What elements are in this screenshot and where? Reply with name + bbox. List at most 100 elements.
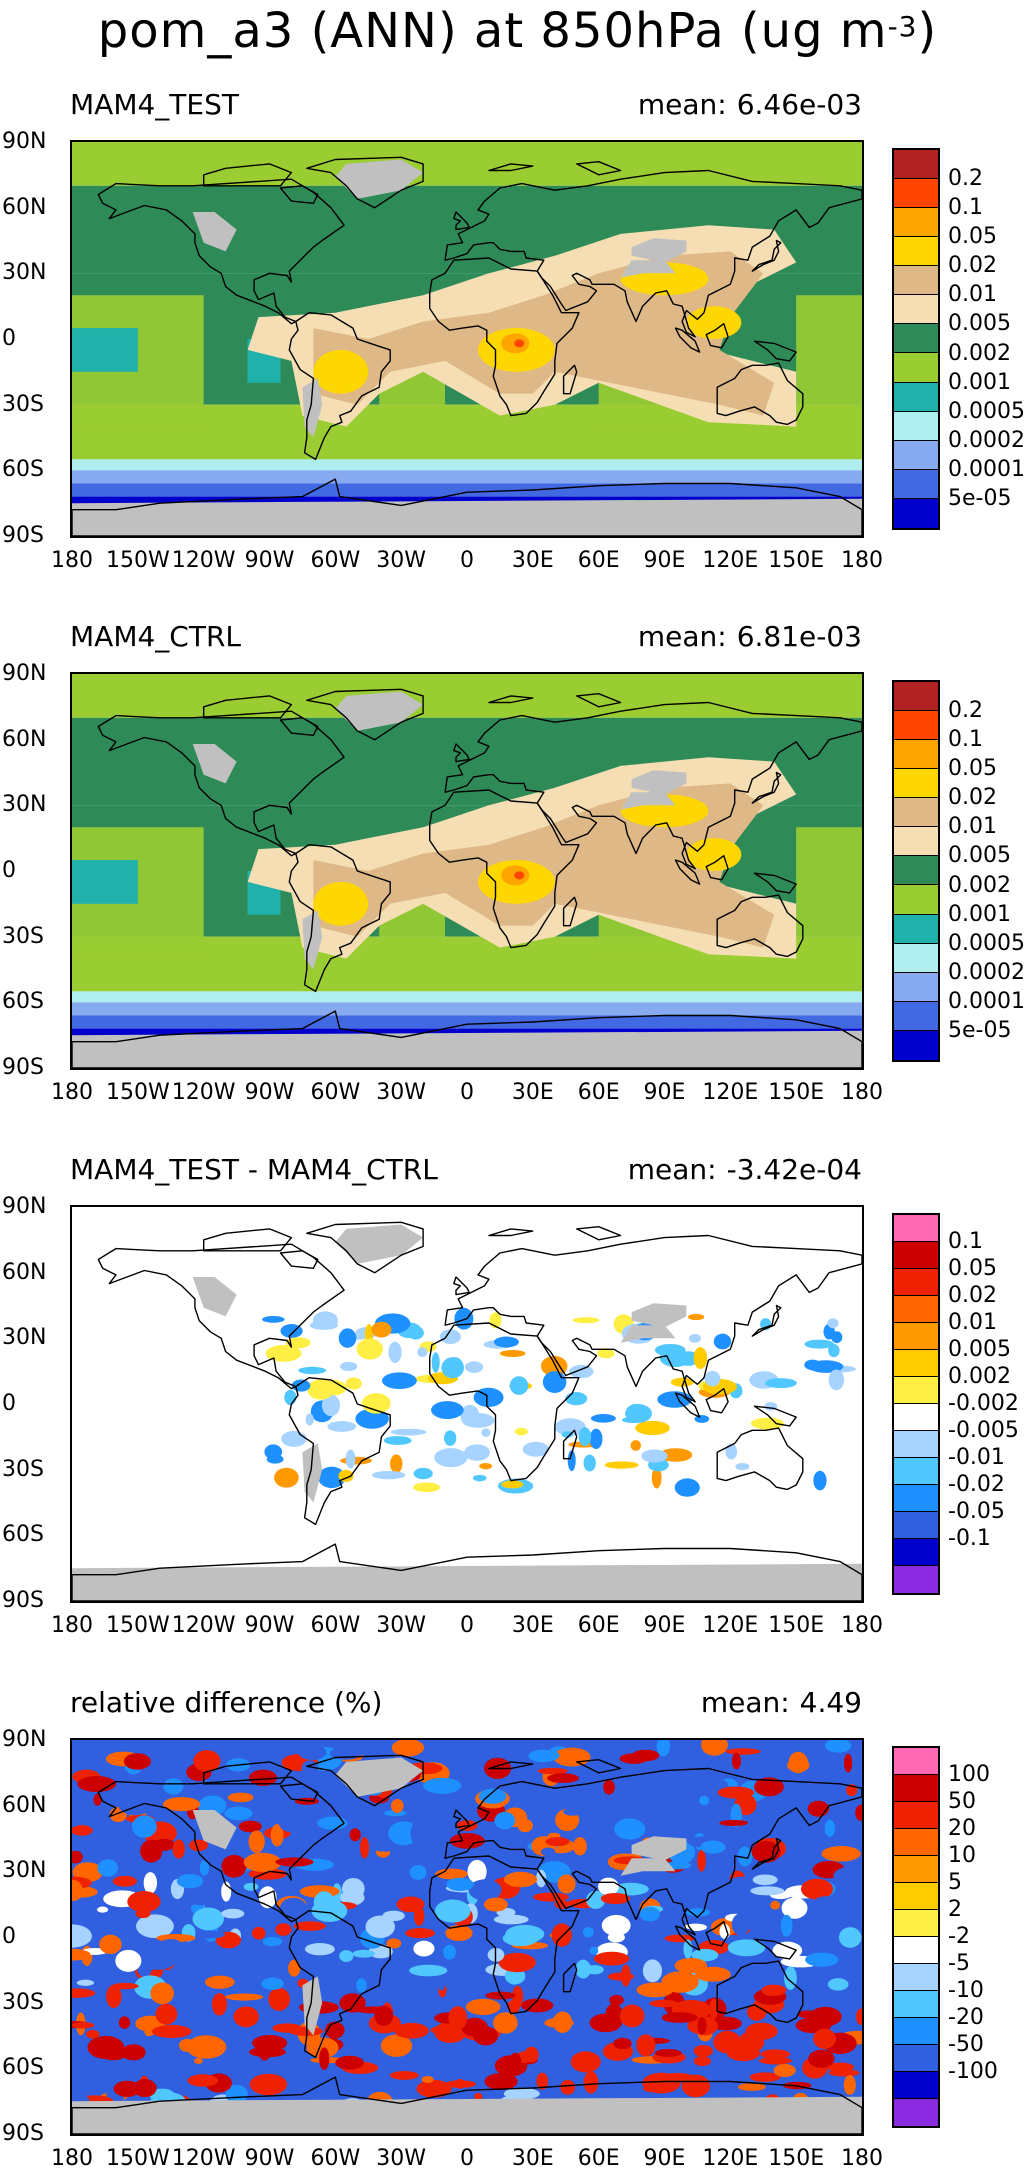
field-cell bbox=[442, 1944, 456, 1960]
field-hotspot bbox=[313, 349, 369, 394]
field-cell bbox=[685, 1822, 723, 1833]
field-cell bbox=[537, 1767, 568, 1775]
no-data-mask bbox=[192, 744, 237, 784]
lon-tick-label: 90W bbox=[244, 1613, 295, 1638]
field-anomaly bbox=[625, 1404, 652, 1423]
panel-title: MAM4_CTRL bbox=[70, 620, 241, 653]
field-cell bbox=[585, 1965, 604, 1975]
field-cell bbox=[824, 1740, 852, 1753]
coastline bbox=[97, 710, 345, 857]
lon-tick-label: 30W bbox=[376, 548, 427, 573]
field-anomaly bbox=[284, 1389, 297, 1406]
field-cell bbox=[72, 1948, 91, 1961]
mean-value: 4.49 bbox=[799, 1686, 862, 1719]
field-cell bbox=[150, 1982, 175, 2005]
lon-tick-label: 120W bbox=[171, 1613, 236, 1638]
field-cell bbox=[72, 1850, 83, 1864]
field-cell bbox=[194, 2057, 203, 2064]
field-cell bbox=[551, 1923, 572, 1947]
field-cell bbox=[89, 1925, 114, 1936]
lat-tick-label: 60S bbox=[2, 457, 44, 483]
colorbar-label: 0.001 bbox=[948, 369, 1011, 395]
colorbar-label: 0.2 bbox=[948, 698, 983, 724]
lon-tick-label: 150W bbox=[105, 1080, 170, 1105]
colorbar-swatch bbox=[894, 411, 938, 441]
colorbar-label: 100 bbox=[948, 1762, 990, 1787]
field-cell bbox=[192, 1907, 224, 1931]
coastline bbox=[72, 2076, 862, 2134]
field-cell bbox=[619, 2004, 645, 2028]
colorbar-swatch bbox=[894, 1431, 938, 1458]
field-anomaly bbox=[417, 1347, 428, 1358]
lat-tick-label: 0 bbox=[2, 1391, 16, 1416]
field-anomaly bbox=[345, 1377, 362, 1390]
field-cell bbox=[808, 2049, 835, 2068]
panel-mean: mean: 6.46e-03 bbox=[638, 88, 862, 122]
colorbar-swatch bbox=[894, 440, 938, 470]
field-cell bbox=[533, 1892, 569, 1902]
field-cell bbox=[750, 1886, 785, 1896]
field-cell bbox=[311, 1899, 348, 1922]
field-cell bbox=[503, 1871, 538, 1888]
field-cell bbox=[636, 1982, 674, 1998]
field-cell bbox=[199, 1860, 210, 1876]
field-cell bbox=[583, 1926, 594, 1938]
colorbar-swatch bbox=[894, 1485, 938, 1512]
field-cell bbox=[446, 1877, 474, 1891]
field-anomaly bbox=[413, 1482, 441, 1493]
field-ocean-region bbox=[796, 827, 862, 937]
colorbar-swatch bbox=[894, 1775, 938, 1802]
field-cell bbox=[160, 1938, 182, 1949]
field-cell bbox=[468, 1879, 502, 1901]
field-anomaly bbox=[704, 1370, 721, 1387]
coastline bbox=[202, 695, 293, 719]
coastline bbox=[453, 211, 470, 231]
field-cell bbox=[88, 1911, 106, 1919]
field-cell bbox=[662, 1813, 677, 1829]
field-cell bbox=[360, 1836, 370, 1859]
field-ocean-region bbox=[796, 295, 862, 405]
coastline bbox=[488, 1228, 534, 1237]
mean-value: 6.81e-03 bbox=[736, 620, 862, 653]
lon-tick-label: 180 bbox=[51, 1080, 93, 1105]
field-cell bbox=[731, 1752, 742, 1770]
field-cell bbox=[151, 2024, 192, 2039]
field-cell bbox=[833, 1866, 862, 1886]
field-cell bbox=[416, 2079, 452, 2098]
panel-title: relative difference (%) bbox=[70, 1686, 383, 1719]
field-cell bbox=[600, 1892, 631, 1905]
field-cell bbox=[855, 1804, 862, 1821]
field-hotspot-peak bbox=[514, 871, 525, 880]
field-cell bbox=[293, 1921, 326, 1931]
field-cell bbox=[123, 1753, 151, 1770]
colorbar-label: 0.0005 bbox=[948, 398, 1025, 424]
field-anomaly bbox=[298, 1366, 327, 1375]
no-data-mask bbox=[192, 1810, 237, 1850]
field-band bbox=[72, 470, 862, 484]
coastline bbox=[716, 1960, 804, 2024]
field-anomaly bbox=[597, 1348, 615, 1359]
field-cell bbox=[575, 1959, 591, 1979]
field-cell bbox=[759, 2057, 792, 2065]
field-anomaly bbox=[540, 1355, 568, 1377]
coastline bbox=[705, 1387, 729, 1414]
field-cell bbox=[435, 1868, 468, 1880]
field-cell bbox=[85, 2029, 100, 2039]
field-anomaly bbox=[589, 1428, 603, 1450]
coastline bbox=[716, 894, 804, 958]
field-anomaly bbox=[321, 1394, 341, 1417]
colorbar-label: 0.005 bbox=[948, 1337, 1011, 1362]
field-cell bbox=[843, 1753, 853, 1773]
coastline bbox=[705, 322, 729, 349]
lat-tick-label: 90S bbox=[2, 1588, 44, 1613]
field-cell bbox=[827, 1978, 849, 1991]
field-anomaly bbox=[431, 1352, 440, 1373]
field-cell bbox=[583, 2071, 599, 2094]
field-cell bbox=[838, 1927, 862, 1948]
coastline bbox=[444, 701, 862, 870]
field-anomaly bbox=[499, 1350, 526, 1357]
field-band bbox=[72, 991, 862, 1003]
colorbar-swatch bbox=[894, 150, 938, 180]
field-anomaly bbox=[493, 1336, 519, 1348]
field-cell bbox=[717, 1786, 755, 1799]
